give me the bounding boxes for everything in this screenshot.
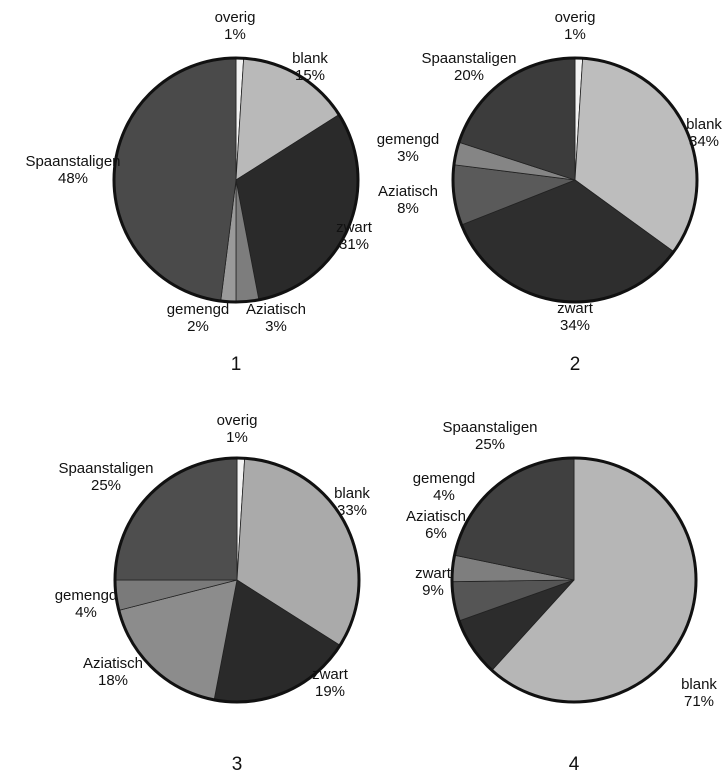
slice-label-blank: blank 15% [292, 50, 328, 84]
slice-label-spaanstaligen: Spaanstaligen 25% [58, 460, 153, 494]
slice-label-aziatisch: Aziatisch 8% [378, 183, 438, 217]
slice-label-blank: blank 71% [681, 676, 717, 710]
slice-label-zwart: zwart 19% [312, 666, 349, 700]
slice-label-gemengd: gemengd 3% [377, 131, 440, 165]
pie-chart-3: overig 1% blank 33% zwart 19% Aziatisch 18% geme… [55, 412, 371, 775]
slice-label-spaanstaligen: Spaanstaligen 20% [421, 50, 516, 84]
pie-slice-spaanstaligen [113, 57, 237, 302]
chart-number-label: 2 [570, 354, 581, 375]
slice-label-aziatisch: Aziatisch 18% [83, 655, 143, 689]
slice-label-zwart: zwart 31% [336, 219, 373, 253]
slice-label-spaanstaligen: Spaanstaligen 25% [442, 419, 537, 453]
slice-label-blank: blank 34% [686, 116, 722, 150]
pie-rim [451, 56, 699, 304]
pie-chart-1: overig 1% blank 15% zwart 31% Aziatisch 3% gemen… [25, 9, 372, 375]
slice-label-overig: overig 1% [217, 412, 258, 446]
slice-label-gemengd: gemengd 4% [55, 587, 118, 621]
slice-label-zwart: zwart 34% [557, 300, 594, 334]
pie-chart-4: blank 71% zwart 9% Aziatisch 6% gemengd 4% Spaan… [406, 419, 717, 775]
chart-number-label: 4 [569, 754, 580, 775]
slice-label-aziatisch: Aziatisch 3% [246, 301, 306, 335]
slice-label-gemengd: gemengd 4% [413, 470, 476, 504]
slice-label-gemengd: gemengd 2% [167, 301, 230, 335]
slice-label-aziatisch: Aziatisch 6% [406, 508, 466, 542]
pie-chart-2: overig 1% blank 34% zwart 34% Aziatisch 8% gemen… [377, 9, 723, 375]
pie-rim [450, 456, 698, 704]
slice-label-overig: overig 1% [555, 9, 596, 43]
slice-label-spaanstaligen: Spaanstaligen 48% [25, 153, 120, 187]
pie-rim [113, 456, 361, 704]
slice-label-blank: blank 33% [334, 485, 370, 519]
slice-label-overig: overig 1% [215, 9, 256, 43]
slice-label-zwart: zwart 9% [415, 565, 452, 599]
pie-rim [112, 56, 360, 304]
chart-number-label: 1 [231, 354, 242, 375]
chart-number-label: 3 [232, 754, 243, 775]
